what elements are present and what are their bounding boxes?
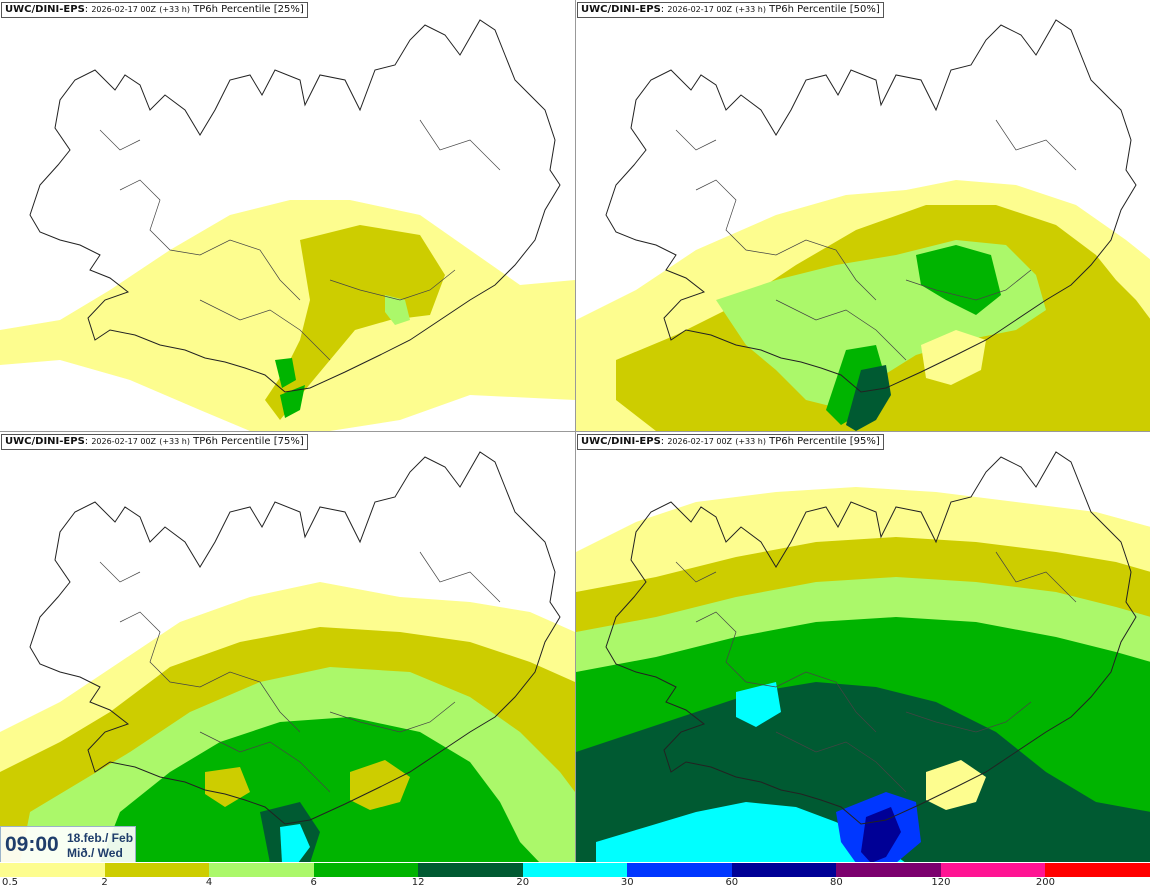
map-panel-p50: UWC/DINI-EPS: 2026-02-17 00Z (+33 h) TP6…: [576, 0, 1150, 431]
legend-label: 200: [1035, 877, 1055, 888]
precip-contour: [265, 225, 445, 420]
legend-swatch-6: [627, 863, 732, 877]
panel-model: UWC/DINI-EPS: [5, 436, 85, 447]
valid-date-line2: Mið./ Wed: [67, 846, 123, 860]
legend-swatch-8: [836, 863, 941, 877]
legend-swatch-3: [313, 863, 419, 877]
panel-model: UWC/DINI-EPS: [581, 436, 661, 447]
precip-contour: [926, 760, 986, 810]
panel-field: TP6h Percentile: [193, 4, 271, 15]
coastline: [29, 19, 561, 393]
legend-swatch-1: [104, 863, 210, 877]
coastline: [605, 451, 1137, 825]
legend-swatch-5: [522, 863, 628, 877]
panel-sep: :: [84, 436, 89, 447]
panel-lead: (+33 h): [735, 437, 766, 446]
precip-contour: [280, 824, 310, 863]
precip-field-map: [576, 19, 1150, 431]
panel-run: 2026-02-17 00Z: [91, 5, 157, 14]
legend-label: 4: [205, 877, 213, 888]
legend-label: 12: [411, 877, 425, 888]
legend-label: 60: [725, 877, 739, 888]
map-panel-p25: UWC/DINI-EPS: 2026-02-17 00Z (+33 h) TP6…: [0, 0, 575, 431]
panel-lead: (+33 h): [159, 437, 190, 446]
map-panel-p75: UWC/DINI-EPS: 2026-02-17 00Z (+33 h) TP6…: [0, 432, 575, 863]
panel-model: UWC/DINI-EPS: [5, 4, 85, 15]
panel-title: UWC/DINI-EPS: 2026-02-17 00Z (+33 h) TP6…: [577, 434, 884, 450]
legend-swatch-7: [731, 863, 837, 877]
legend-labels: 0.5 2 4 6 12 20 30 60 80 120 200: [0, 877, 1150, 891]
panel-field: TP6h Percentile: [769, 436, 847, 447]
legend-colorbar: [0, 863, 1150, 877]
panel-percentile: [95%]: [849, 436, 880, 447]
map-panel-p95: UWC/DINI-EPS: 2026-02-17 00Z (+33 h) TP6…: [576, 432, 1150, 863]
legend-label: 20: [516, 877, 530, 888]
legend-label: 0.5: [2, 877, 18, 888]
precip-contour: [100, 717, 540, 863]
panel-run: 2026-02-17 00Z: [91, 437, 157, 446]
valid-time: 09:00: [5, 833, 59, 856]
panel-title: UWC/DINI-EPS: 2026-02-17 00Z (+33 h) TP6…: [577, 2, 884, 18]
panel-run: 2026-02-17 00Z: [667, 5, 733, 14]
panel-field: TP6h Percentile: [769, 4, 847, 15]
precip-contour: [861, 807, 901, 863]
panel-sep: :: [660, 436, 665, 447]
panel-sep: :: [660, 4, 665, 15]
panel-percentile: [25%]: [273, 4, 304, 15]
precip-contour: [846, 365, 891, 431]
precip-contour: [275, 358, 305, 418]
valid-date: 18.feb./ Feb Mið./ Wed: [67, 831, 133, 861]
legend-swatch-0: [0, 863, 105, 877]
panel-run: 2026-02-17 00Z: [667, 437, 733, 446]
legend-label: 6: [310, 877, 317, 888]
legend-swatch-2: [209, 863, 314, 877]
precip-contour: [385, 295, 410, 325]
precip-contour: [345, 330, 400, 375]
panel-percentile: [75%]: [273, 436, 304, 447]
precip-field-map: [0, 451, 575, 863]
legend-label: 30: [620, 877, 634, 888]
valid-date-line1: 18.feb./ Feb: [67, 831, 134, 845]
precip-contour: [921, 330, 986, 385]
color-legend: 0.5 2 4 6 12 20 30 60 80 120 200: [0, 862, 1150, 891]
legend-label: 80: [829, 877, 843, 888]
panel-sep: :: [84, 4, 89, 15]
panel-title: UWC/DINI-EPS: 2026-02-17 00Z (+33 h) TP6…: [1, 2, 308, 18]
precip-field-map: [576, 451, 1150, 863]
panel-model: UWC/DINI-EPS: [581, 4, 661, 15]
panel-field: TP6h Percentile: [193, 436, 271, 447]
boundary-lines: [99, 551, 501, 793]
panel-lead: (+33 h): [735, 5, 766, 14]
legend-label: 2: [101, 877, 108, 888]
panel-title: UWC/DINI-EPS: 2026-02-17 00Z (+33 h) TP6…: [1, 434, 308, 450]
coastline: [29, 451, 561, 825]
valid-time-box: 09:00 18.feb./ Feb Mið./ Wed: [0, 826, 136, 864]
legend-swatch-4: [418, 863, 523, 877]
panel-percentile: [50%]: [849, 4, 880, 15]
panel-divider-horizontal: [0, 431, 1150, 432]
legend-swatch-10: [1045, 863, 1150, 877]
coastline: [605, 19, 1137, 393]
precip-field-map: [0, 19, 575, 431]
legend-label: 120: [931, 877, 951, 888]
panel-lead: (+33 h): [159, 5, 190, 14]
boundary-lines: [675, 119, 1077, 361]
legend-swatch-9: [940, 863, 1046, 877]
boundary-lines: [675, 551, 1077, 793]
boundary-lines: [99, 119, 501, 361]
